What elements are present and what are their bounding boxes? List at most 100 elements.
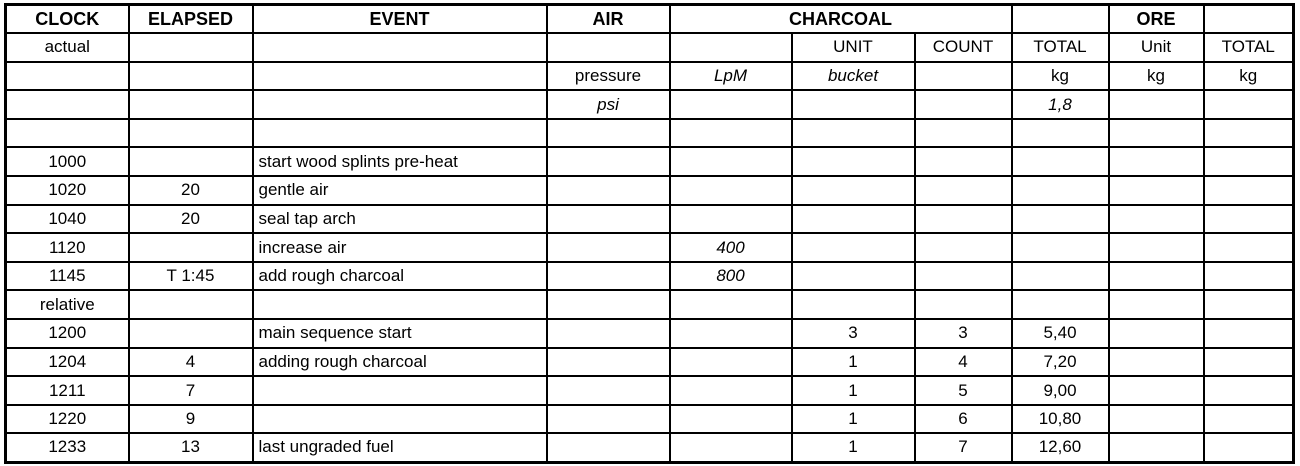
header-blank-ore-total[interactable] [1202, 3, 1295, 35]
cell-air-pressure[interactable] [545, 146, 671, 178]
cell-ore-total[interactable] [1202, 403, 1295, 435]
units2-air-psi[interactable]: psi [545, 89, 671, 120]
cell-elapsed[interactable] [127, 232, 254, 263]
units-blank-elapsed[interactable] [127, 60, 254, 92]
cell-clock[interactable]: relative [4, 289, 130, 321]
cell-clock[interactable]: 1204 [4, 346, 130, 378]
cell-ore-total[interactable] [1202, 289, 1295, 321]
cell-elapsed[interactable]: 20 [127, 203, 254, 235]
cell-charcoal-total[interactable] [1010, 146, 1110, 178]
cell-ore-unit[interactable] [1107, 260, 1205, 292]
cell-air-lpm[interactable] [668, 375, 793, 406]
cell-charcoal-unit[interactable] [790, 289, 916, 321]
units-ore-total[interactable]: kg [1202, 60, 1295, 92]
cell-elapsed[interactable] [127, 117, 254, 149]
subheader-blank-elapsed[interactable] [127, 32, 254, 63]
cell-charcoal-count[interactable]: 5 [913, 375, 1013, 406]
units2-blank-ore-total[interactable] [1202, 89, 1295, 120]
cell-air-pressure[interactable] [545, 260, 671, 292]
cell-ore-total[interactable] [1202, 117, 1295, 149]
header-charcoal[interactable]: CHARCOAL [668, 3, 1013, 35]
cell-clock[interactable]: 1220 [4, 403, 130, 435]
cell-charcoal-unit[interactable] [790, 117, 916, 149]
cell-air-lpm[interactable] [668, 346, 793, 378]
cell-charcoal-count[interactable] [913, 117, 1013, 149]
cell-charcoal-unit[interactable]: 1 [790, 375, 916, 406]
units-charcoal-total[interactable]: kg [1010, 60, 1110, 92]
cell-event[interactable] [251, 375, 548, 406]
cell-ore-total[interactable] [1202, 318, 1295, 349]
cell-clock[interactable]: 1145 [4, 260, 130, 292]
units-blank-event[interactable] [251, 60, 548, 92]
cell-clock[interactable] [4, 117, 130, 149]
cell-ore-unit[interactable] [1107, 146, 1205, 178]
cell-charcoal-count[interactable] [913, 260, 1013, 292]
cell-charcoal-total[interactable]: 9,00 [1010, 375, 1110, 406]
cell-charcoal-total[interactable] [1010, 203, 1110, 235]
cell-clock[interactable]: 1211 [4, 375, 130, 406]
units-blank-clock[interactable] [4, 60, 130, 92]
cell-ore-total[interactable] [1202, 146, 1295, 178]
cell-air-pressure[interactable] [545, 232, 671, 263]
cell-ore-total[interactable] [1202, 346, 1295, 378]
cell-charcoal-count[interactable] [913, 203, 1013, 235]
units2-blank-elapsed[interactable] [127, 89, 254, 120]
cell-clock[interactable]: 1000 [4, 146, 130, 178]
cell-air-pressure[interactable] [545, 289, 671, 321]
cell-air-lpm[interactable]: 800 [668, 260, 793, 292]
cell-event[interactable]: seal tap arch [251, 203, 548, 235]
cell-clock[interactable]: 1040 [4, 203, 130, 235]
units2-blank-event[interactable] [251, 89, 548, 120]
cell-air-pressure[interactable] [545, 403, 671, 435]
cell-event[interactable] [251, 289, 548, 321]
cell-charcoal-unit[interactable] [790, 146, 916, 178]
cell-ore-total[interactable] [1202, 375, 1295, 406]
cell-air-pressure[interactable] [545, 203, 671, 235]
cell-ore-total[interactable] [1202, 232, 1295, 263]
units-charcoal-unit[interactable]: bucket [790, 60, 916, 92]
cell-air-lpm[interactable]: 400 [668, 232, 793, 263]
cell-air-pressure[interactable] [545, 375, 671, 406]
cell-air-pressure[interactable] [545, 318, 671, 349]
cell-charcoal-total[interactable]: 10,80 [1010, 403, 1110, 435]
subheader-charcoal-unit[interactable]: UNIT [790, 32, 916, 63]
units2-blank-clock[interactable] [4, 89, 130, 120]
units-air-flow[interactable]: LpM [668, 60, 793, 92]
cell-ore-unit[interactable] [1107, 346, 1205, 378]
cell-charcoal-unit[interactable]: 1 [790, 403, 916, 435]
cell-charcoal-unit[interactable]: 1 [790, 432, 916, 463]
header-event[interactable]: EVENT [251, 3, 548, 35]
cell-event[interactable]: main sequence start [251, 318, 548, 349]
cell-charcoal-total[interactable] [1010, 289, 1110, 321]
subheader-blank-air[interactable] [545, 32, 671, 63]
cell-air-lpm[interactable] [668, 146, 793, 178]
cell-elapsed[interactable] [127, 146, 254, 178]
cell-charcoal-unit[interactable]: 1 [790, 346, 916, 378]
cell-charcoal-total[interactable]: 7,20 [1010, 346, 1110, 378]
cell-air-pressure[interactable] [545, 432, 671, 463]
units2-blank-ore-unit[interactable] [1107, 89, 1205, 120]
cell-ore-unit[interactable] [1107, 289, 1205, 321]
cell-air-lpm[interactable] [668, 318, 793, 349]
cell-event[interactable] [251, 117, 548, 149]
cell-event[interactable]: add rough charcoal [251, 260, 548, 292]
cell-elapsed[interactable]: T 1:45 [127, 260, 254, 292]
subheader-charcoal-count[interactable]: COUNT [913, 32, 1013, 63]
cell-elapsed[interactable]: 4 [127, 346, 254, 378]
units2-blank-air-lpm[interactable] [668, 89, 793, 120]
header-clock[interactable]: CLOCK [4, 3, 130, 35]
cell-charcoal-count[interactable] [913, 175, 1013, 206]
cell-charcoal-count[interactable]: 4 [913, 346, 1013, 378]
subheader-ore-unit[interactable]: Unit [1107, 32, 1205, 63]
cell-clock[interactable]: 1020 [4, 175, 130, 206]
cell-ore-total[interactable] [1202, 175, 1295, 206]
header-elapsed[interactable]: ELAPSED [127, 3, 254, 35]
cell-charcoal-count[interactable] [913, 146, 1013, 178]
cell-charcoal-unit[interactable]: 3 [790, 318, 916, 349]
cell-ore-unit[interactable] [1107, 403, 1205, 435]
cell-charcoal-count[interactable] [913, 289, 1013, 321]
cell-air-lpm[interactable] [668, 289, 793, 321]
cell-ore-unit[interactable] [1107, 232, 1205, 263]
cell-charcoal-unit[interactable] [790, 260, 916, 292]
cell-charcoal-total[interactable] [1010, 232, 1110, 263]
